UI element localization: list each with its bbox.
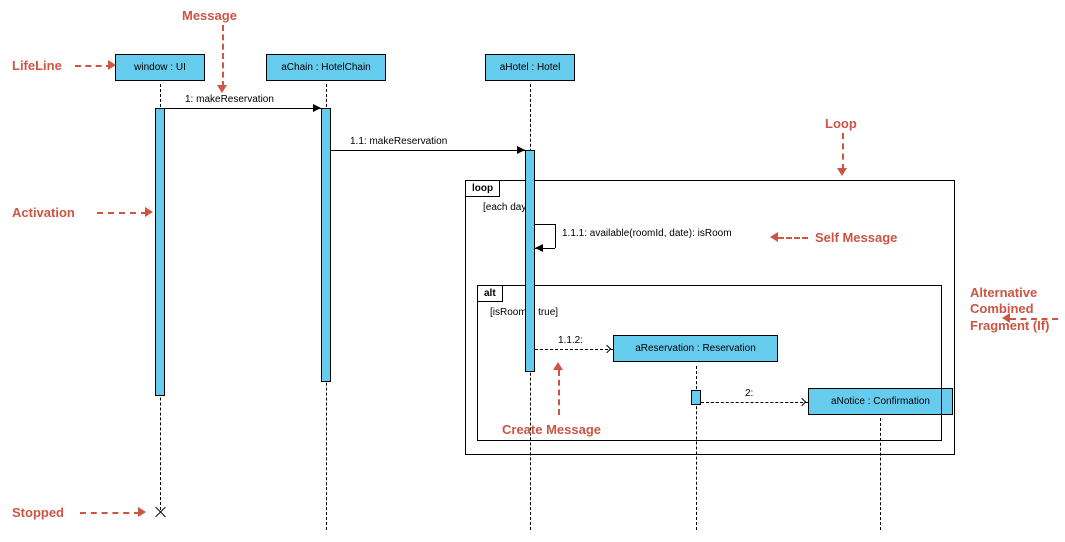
annot-stopped-arrow [138, 507, 146, 517]
sequence-diagram: window : UI aChain : HotelChain aHotel :… [0, 0, 1065, 542]
activation-hotel [525, 150, 535, 372]
annot-stopped-dash [80, 512, 140, 514]
annot-message: Message [182, 8, 237, 23]
annot-altfrag-dash [1010, 318, 1058, 320]
activation-res [691, 390, 701, 405]
activation-ui [155, 108, 165, 396]
annot-selfmsg-dash [778, 237, 808, 239]
annot-createmsg-arrow [553, 362, 563, 370]
msg-self-top [535, 224, 555, 225]
annot-createmsg: Create Message [502, 422, 601, 437]
annot-loop-dash [842, 133, 844, 170]
fragment-alt-tab: alt [478, 286, 503, 302]
annot-activation: Activation [12, 205, 75, 220]
annot-lifeline-arrow [108, 60, 116, 70]
annot-activation-arrow [145, 207, 153, 217]
msg-create2-label: 2: [745, 388, 753, 399]
fragment-loop-tab: loop [466, 181, 500, 197]
msg-create1-line [535, 349, 613, 350]
msg-m11-line [331, 150, 525, 151]
annot-altfrag: Alternative Combined Fragment (If) [970, 285, 1049, 334]
msg-self-label: 1.1.1: available(roomId, date): isRoom [562, 228, 732, 239]
msg-m1-label: 1: makeReservation [185, 94, 274, 105]
msg-m1-line [165, 108, 321, 109]
annot-selfmsg: Self Message [815, 230, 897, 245]
annot-altfrag-l1: Alternative [970, 285, 1037, 300]
msg-self-right [555, 224, 556, 248]
annot-selfmsg-arrow [770, 232, 778, 242]
lifeline-chain: aChain : HotelChain [266, 54, 386, 81]
annot-message-arrow [217, 85, 227, 93]
msg-m11-label: 1.1: makeReservation [350, 136, 447, 147]
lifeline-ui-label: window : UI [134, 62, 186, 73]
annot-createmsg-dash [558, 370, 560, 415]
annot-lifeline: LifeLine [12, 58, 62, 73]
fragment-loop-guard: [each day] [483, 202, 529, 213]
lifeline-hotel: aHotel : Hotel [485, 54, 575, 81]
annot-activation-dash [97, 212, 147, 214]
activation-chain [321, 108, 331, 382]
annot-altfrag-arrow [1002, 313, 1010, 323]
lifeline-hotel-label: aHotel : Hotel [500, 62, 561, 73]
lifeline-chain-label: aChain : HotelChain [281, 62, 371, 73]
annot-loop-arrow [837, 168, 847, 176]
lifeline-ui: window : UI [115, 54, 205, 81]
fragment-alt-tab-text: alt [484, 288, 496, 299]
msg-create1-label: 1.1.2: [558, 335, 583, 346]
annot-lifeline-dash [75, 65, 112, 67]
annot-message-dash [222, 25, 224, 87]
msg-create2-line [701, 402, 808, 403]
msg-m1-arrow [313, 104, 321, 112]
annot-loop: Loop [825, 116, 857, 131]
fragment-loop-tab-text: loop [472, 183, 493, 194]
stop-marker [153, 505, 167, 519]
msg-self-arrow [535, 244, 543, 252]
annot-stopped: Stopped [12, 505, 64, 520]
msg-m11-arrow [517, 146, 525, 154]
